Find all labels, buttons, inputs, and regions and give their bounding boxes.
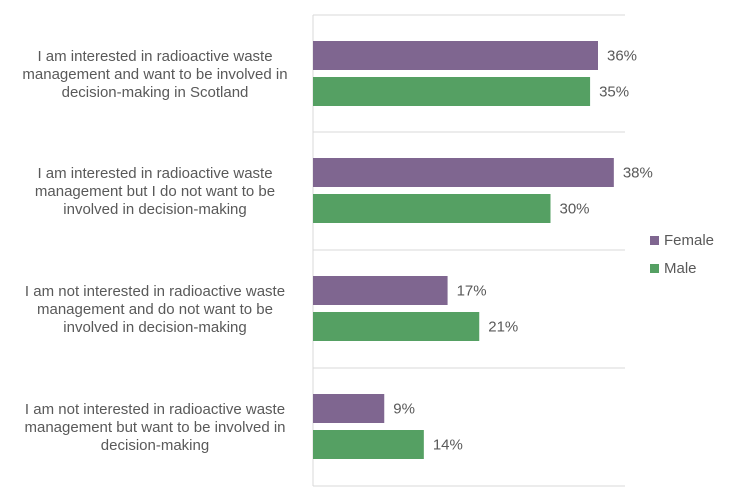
bar-female-1 xyxy=(313,41,598,70)
category-label-line: I am interested in radioactive waste xyxy=(37,164,273,182)
category-label-line: I am interested in radioactive waste xyxy=(37,47,273,65)
category-label-line: management and want to be involved in xyxy=(22,65,288,83)
legend-swatch-female xyxy=(650,235,659,245)
bar-male-1 xyxy=(313,77,591,106)
data-label-male-1: 35% xyxy=(599,84,629,101)
bar-female-3 xyxy=(313,276,448,305)
category-label-line: decision-making xyxy=(100,436,210,454)
legend-item-female: Female xyxy=(650,226,714,254)
legend-label-female: Female xyxy=(664,231,715,249)
category-label-2: I am interested in radioactive waste mana… xyxy=(5,165,305,219)
category-label-3: I am not interested in radioactive waste… xyxy=(5,283,305,337)
bar-male-3 xyxy=(313,312,480,341)
bar-male-2 xyxy=(313,194,551,223)
legend: Female Male xyxy=(650,226,714,282)
bar-female-2 xyxy=(313,158,614,187)
category-label-line: management but want to be involved in xyxy=(24,418,286,436)
data-label-male-3: 21% xyxy=(488,319,518,336)
category-label-line: decision-making in Scotland xyxy=(61,83,249,101)
category-label-line: management but I do not want to be xyxy=(34,182,276,200)
legend-swatch-male xyxy=(650,263,659,273)
bar-female-4 xyxy=(313,394,385,423)
legend-label-male: Male xyxy=(664,259,697,277)
legend-item-male: Male xyxy=(650,254,714,282)
bar-male-4 xyxy=(313,430,424,459)
data-label-male-2: 30% xyxy=(560,201,590,218)
category-label-line: management and do not want to be xyxy=(36,300,273,318)
category-label-1: I am interested in radioactive waste mana… xyxy=(5,48,305,102)
data-label-female-1: 36% xyxy=(607,48,637,65)
category-label-line: I am not interested in radioactive waste xyxy=(24,282,286,300)
data-label-female-4: 9% xyxy=(393,401,415,418)
data-label-male-4: 14% xyxy=(433,437,463,454)
category-label-line: I am not interested in radioactive waste xyxy=(24,400,286,418)
category-label-line: involved in decision-making xyxy=(63,318,247,336)
category-label-line: involved in decision-making xyxy=(63,200,247,218)
data-label-female-3: 17% xyxy=(457,283,487,300)
category-label-4: I am not interested in radioactive waste… xyxy=(5,401,305,455)
data-label-female-2: 38% xyxy=(623,165,653,182)
